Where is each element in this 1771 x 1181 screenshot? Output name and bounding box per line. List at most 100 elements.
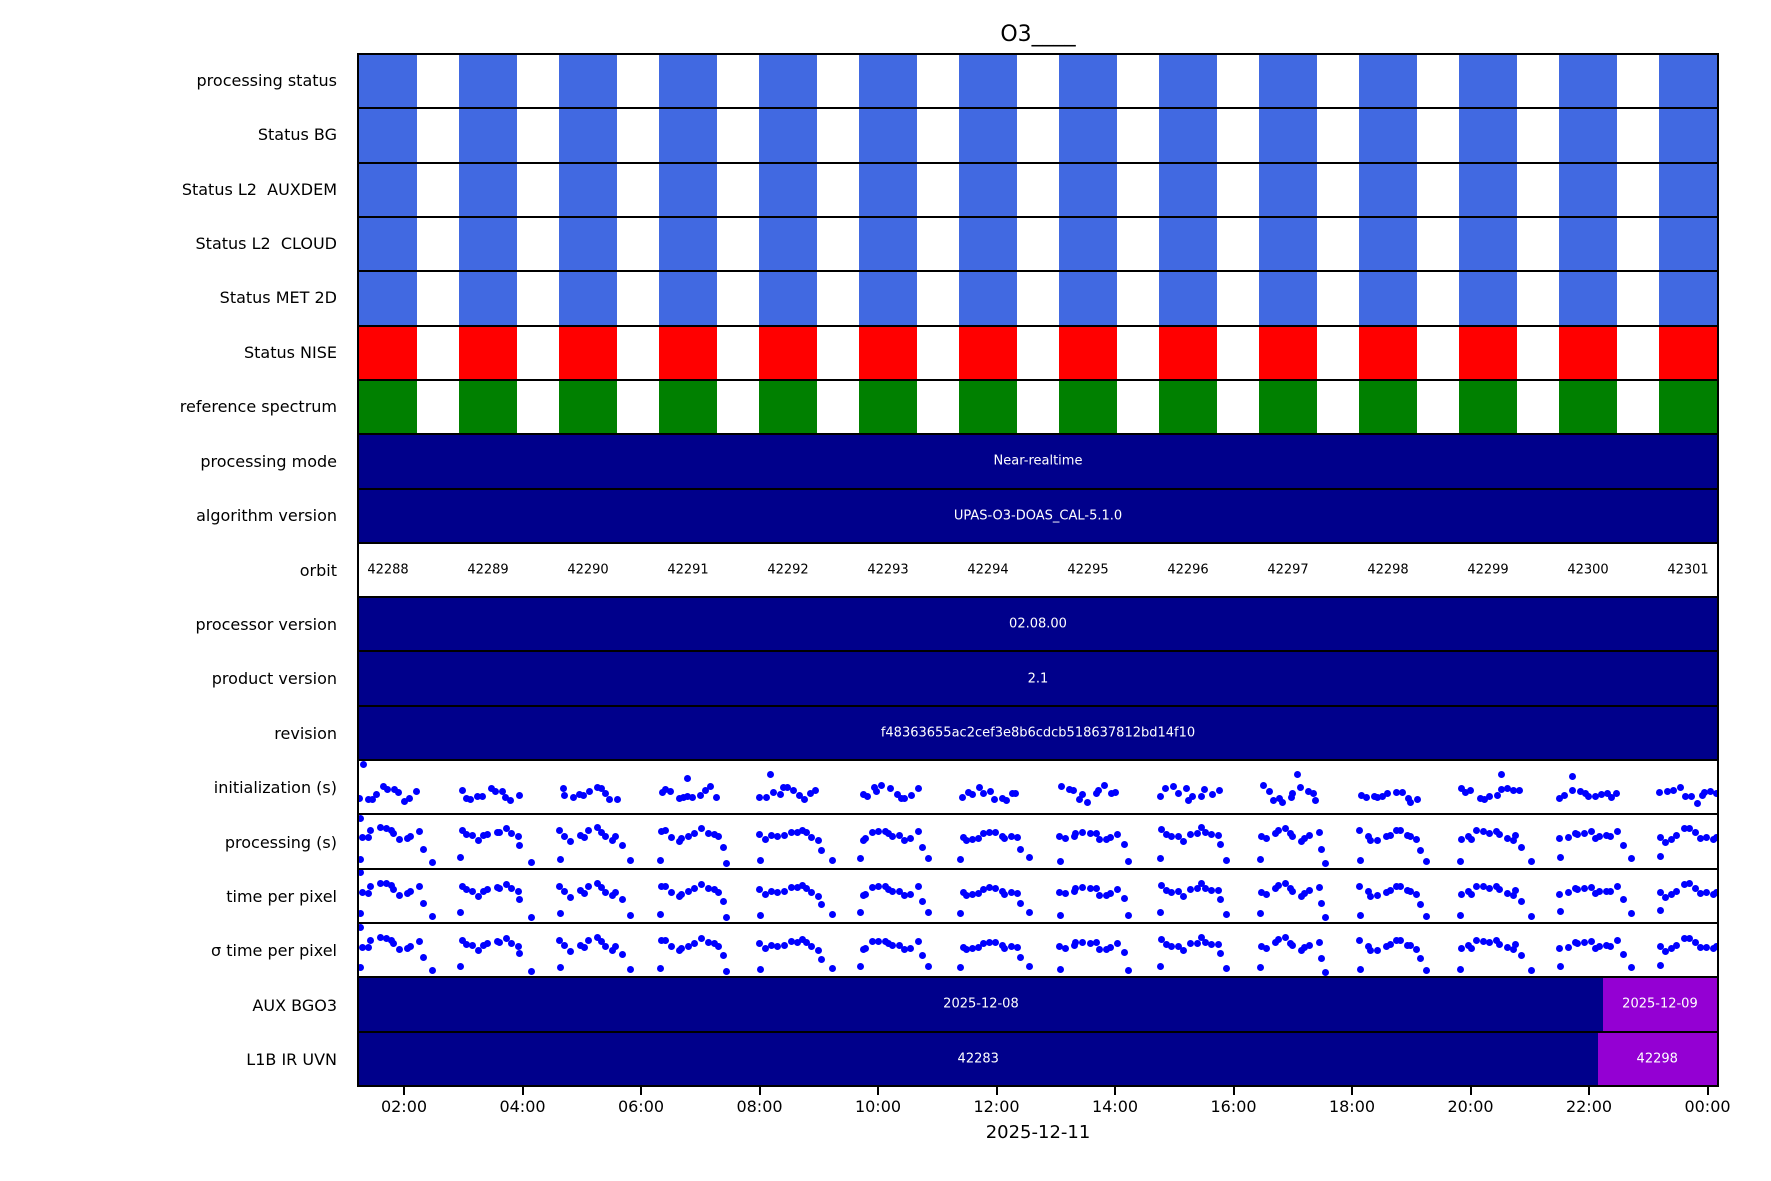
scatter-dot xyxy=(802,829,810,837)
scatter-dot xyxy=(1588,938,1595,946)
scatter-dot xyxy=(793,938,801,946)
scatter-dot xyxy=(561,942,569,950)
scatter-dot xyxy=(1682,792,1690,800)
scatter-dot xyxy=(790,786,798,794)
scatter-dot xyxy=(1602,832,1610,840)
status-block xyxy=(859,163,917,216)
scatter-dot xyxy=(369,795,377,803)
scatter-dot xyxy=(1603,789,1611,797)
row-label-status-nise: Status NISE xyxy=(243,342,337,362)
scatter-dot xyxy=(593,824,601,832)
scatter-dot xyxy=(1592,890,1600,898)
status-block xyxy=(1159,217,1217,271)
scatter-dot xyxy=(367,936,375,944)
row-label-time-per-pixel: σ time per pixel xyxy=(211,941,337,961)
scatter-dot xyxy=(1017,845,1025,853)
scatter-dot xyxy=(359,909,364,917)
scatter-dot xyxy=(1565,943,1573,951)
scatter-dot xyxy=(1417,955,1425,963)
scatter-dot xyxy=(1685,880,1693,888)
scatter-dot xyxy=(1096,945,1104,953)
scatter-dot xyxy=(1393,827,1401,835)
status-block xyxy=(1659,272,1717,325)
scatter-dot xyxy=(1692,939,1700,947)
scatter-dot xyxy=(1685,934,1693,942)
scatter-dot xyxy=(1407,799,1415,807)
scatter-dot xyxy=(1356,937,1364,945)
status-block xyxy=(559,163,617,216)
scatter-dot xyxy=(1614,827,1622,835)
scatter-dot xyxy=(1179,837,1187,845)
scatter-dot xyxy=(359,834,366,842)
status-block xyxy=(359,380,417,434)
scatter-dot xyxy=(1106,943,1114,951)
x-tick-label: 06:00 xyxy=(617,1097,665,1116)
scatter-dot xyxy=(985,828,993,836)
row-label-l1b-ir-uvn: L1B IR UVN xyxy=(246,1050,337,1070)
orbit-number: 42299 xyxy=(1467,562,1509,578)
status-block xyxy=(1259,326,1317,379)
scatter-dot xyxy=(1512,831,1520,839)
scatter-dot xyxy=(1383,790,1391,798)
scatter-dot xyxy=(976,783,984,791)
scatter-dot xyxy=(1596,888,1604,896)
scatter-dot xyxy=(1503,944,1511,952)
scatter-dot xyxy=(959,793,967,801)
scatter-dot xyxy=(1620,842,1628,850)
scatter-dot xyxy=(1512,886,1520,894)
scatter-dot xyxy=(896,887,904,895)
scatter-dot xyxy=(861,945,869,953)
scatter-dot xyxy=(1197,933,1205,941)
scatter-dot xyxy=(1168,833,1176,841)
scatter-dot xyxy=(1163,831,1171,839)
scatter-dot xyxy=(1093,790,1101,798)
scatter-dot xyxy=(556,882,564,890)
row-label-processing-s: processing (s) xyxy=(224,832,337,852)
scatter-dot xyxy=(1120,949,1128,957)
scatter-dot xyxy=(1457,890,1465,898)
status-block xyxy=(1359,326,1417,379)
scatter-dot xyxy=(787,828,795,836)
scatter-dot xyxy=(1322,860,1330,868)
scatter-dot xyxy=(1281,824,1289,832)
status-block xyxy=(559,272,617,325)
status-block xyxy=(1659,55,1717,108)
scatter-dot xyxy=(1017,900,1025,908)
scatter-dot xyxy=(1697,944,1705,952)
row-revision: f48363655ac2cef3e8b6cdcb518637812bd14f10 xyxy=(359,706,1717,762)
scatter-dot xyxy=(1217,841,1225,849)
scatter-dot xyxy=(1457,911,1464,919)
scatter-dot xyxy=(516,841,524,849)
scatter-dot xyxy=(413,788,421,796)
scatter-dot xyxy=(557,964,564,972)
scatter-dot xyxy=(704,829,712,837)
scatter-dot xyxy=(697,934,705,942)
scatter-dot xyxy=(1486,884,1494,892)
scatter-dot xyxy=(577,887,585,895)
scatter-dot xyxy=(1406,832,1414,840)
scatter-dot xyxy=(612,888,620,896)
scatter-dot xyxy=(985,884,993,892)
scatter-dot xyxy=(1163,940,1171,948)
scatter-dot xyxy=(1306,887,1314,895)
status-block xyxy=(1159,380,1217,434)
scatter-dot xyxy=(1498,771,1506,779)
scatter-dot xyxy=(459,827,467,835)
scatter-dot xyxy=(1577,788,1585,796)
scatter-dot xyxy=(419,900,427,908)
scatter-dot xyxy=(714,888,722,896)
status-block xyxy=(1159,109,1217,162)
scatter-dot xyxy=(1208,790,1216,798)
x-tick-label: 16:00 xyxy=(1210,1097,1257,1116)
scatter-dot xyxy=(1569,772,1577,780)
scatter-dot xyxy=(379,783,387,791)
status-block xyxy=(1659,380,1717,434)
scatter-dot xyxy=(1517,952,1525,960)
scatter-dot xyxy=(1681,825,1689,833)
scatter-dot xyxy=(657,937,665,945)
scatter-dot xyxy=(991,939,999,946)
scatter-dot xyxy=(868,938,876,946)
scatter-dot xyxy=(1078,828,1086,836)
scatter-dot xyxy=(901,892,909,900)
scatter-dot xyxy=(1260,782,1268,790)
